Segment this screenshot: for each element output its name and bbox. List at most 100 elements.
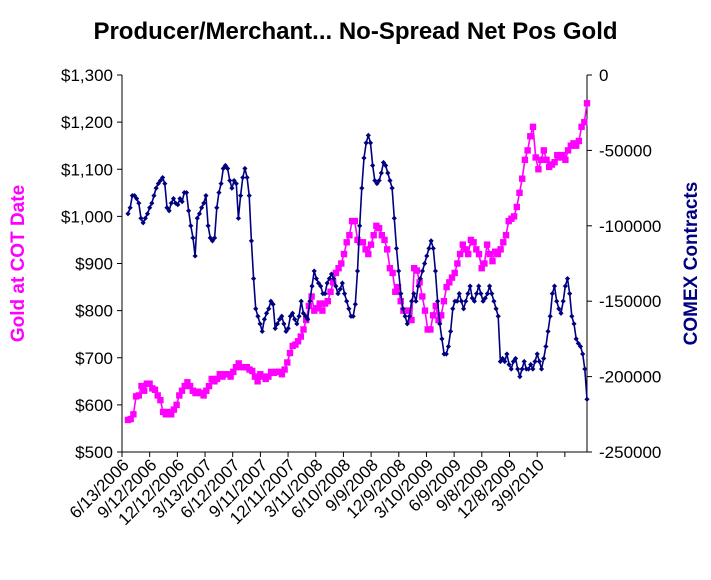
comex-contracts-point — [575, 340, 581, 347]
comex-contracts-point — [515, 366, 521, 372]
comex-contracts-point — [166, 208, 172, 214]
comex-contracts-point — [214, 205, 220, 211]
comex-contracts-point — [476, 283, 482, 289]
gold-price-point — [170, 406, 178, 413]
gold-price-point — [583, 100, 591, 107]
left-tick-label: $800 — [75, 302, 113, 321]
gold-price-point — [297, 333, 304, 340]
comex-contracts-point — [558, 310, 564, 316]
comex-contracts-point — [224, 165, 231, 172]
comex-contracts-point — [580, 351, 586, 357]
comex-contracts-point — [147, 205, 153, 211]
comex-contracts-point — [279, 313, 285, 319]
comex-contracts-point — [179, 199, 185, 205]
comex-contracts-point — [361, 155, 367, 161]
comex-contracts-point — [153, 185, 159, 191]
gold-price-point — [562, 156, 569, 164]
gold-price-point — [213, 375, 221, 383]
gold-price-point — [284, 359, 291, 366]
comex-contracts-point — [577, 343, 584, 350]
comex-contracts-point — [170, 196, 177, 202]
comex-contracts-line — [127, 132, 588, 400]
right-tick-label: -150000 — [599, 292, 661, 311]
comex-contracts-point — [385, 170, 391, 176]
comex-contracts-point — [422, 260, 428, 267]
comex-contracts-point — [190, 235, 196, 241]
comex-contracts-point — [144, 211, 151, 217]
comex-contracts-point — [445, 343, 452, 350]
comex-contracts-point — [199, 205, 205, 211]
gold-price-point — [432, 302, 439, 310]
comex-contracts-point — [183, 190, 190, 196]
comex-contracts-point — [465, 291, 471, 297]
comex-contracts-point — [227, 177, 233, 184]
comex-contracts-point — [450, 306, 456, 312]
gold-price-point — [483, 241, 491, 248]
gold-price-point — [521, 156, 529, 164]
comex-contracts-point — [216, 190, 222, 196]
comex-contracts-point — [573, 336, 579, 342]
right-tick-label: -50000 — [599, 141, 652, 160]
gold-price-point — [316, 300, 323, 307]
gold-price-point — [203, 387, 210, 394]
comex-contracts-point — [367, 140, 374, 146]
comex-contracts-point — [439, 336, 445, 342]
comex-contracts-point — [456, 291, 462, 297]
gold-price-point — [381, 236, 388, 244]
gold-price-point — [157, 396, 164, 404]
left-tick-label: $1,100 — [61, 160, 113, 179]
comex-contracts-point — [359, 185, 365, 191]
comex-contracts-point — [519, 366, 525, 372]
comex-contracts-point — [538, 366, 545, 372]
gold-price-point — [265, 373, 272, 380]
comex-contracts-point — [344, 298, 350, 304]
gold-price-point — [513, 203, 520, 211]
gold-price-point — [386, 265, 394, 272]
comex-contracts-point — [326, 275, 332, 282]
comex-contracts-point — [406, 313, 413, 319]
left-tick-label: $500 — [75, 443, 113, 462]
comex-contracts-point — [313, 275, 319, 282]
comex-contracts-point — [229, 185, 235, 191]
left-axis-title: Gold at COT Date — [8, 185, 29, 342]
comex-contracts-point — [409, 298, 415, 304]
gold-price-point — [389, 269, 396, 277]
comex-contracts-point — [127, 205, 133, 211]
gold-price-point — [575, 137, 583, 145]
gold-price-point — [278, 371, 286, 378]
left-tick-label: $1,300 — [61, 66, 113, 85]
gold-price-point — [251, 373, 259, 380]
comex-contracts-point — [495, 313, 501, 319]
gold-price-point — [362, 246, 369, 253]
comex-contracts-point — [398, 291, 404, 297]
comex-contracts-point — [188, 223, 194, 229]
comex-contracts-point — [569, 313, 575, 319]
gold-price-point — [332, 269, 340, 277]
comex-contracts-point — [482, 295, 488, 301]
gold-price-point — [173, 401, 180, 409]
comex-contracts-point — [246, 193, 252, 199]
gold-price-point — [465, 250, 472, 258]
comex-contracts-point — [328, 271, 335, 277]
comex-contracts-point — [383, 162, 389, 169]
gold-price-point — [573, 142, 580, 149]
gold-price-point — [438, 312, 445, 319]
comex-contracts-point — [508, 366, 514, 372]
comex-contracts-point — [235, 215, 242, 221]
comex-contracts-point — [289, 310, 296, 316]
left-tick-label: $900 — [75, 255, 113, 274]
comex-contracts-point — [318, 283, 324, 289]
comex-contracts-point — [396, 268, 402, 274]
comex-contracts-point — [296, 313, 302, 319]
comex-contracts-point — [311, 268, 317, 274]
gold-price-point — [392, 288, 399, 295]
gold-price-point — [397, 298, 404, 305]
comex-contracts-point — [253, 306, 259, 312]
gold-price-point — [378, 232, 385, 239]
comex-contracts-point — [400, 306, 406, 312]
gold-price-point — [532, 154, 539, 161]
comex-contracts-point — [309, 283, 315, 289]
gold-price-point — [335, 265, 342, 272]
comex-contracts-point — [512, 355, 519, 362]
